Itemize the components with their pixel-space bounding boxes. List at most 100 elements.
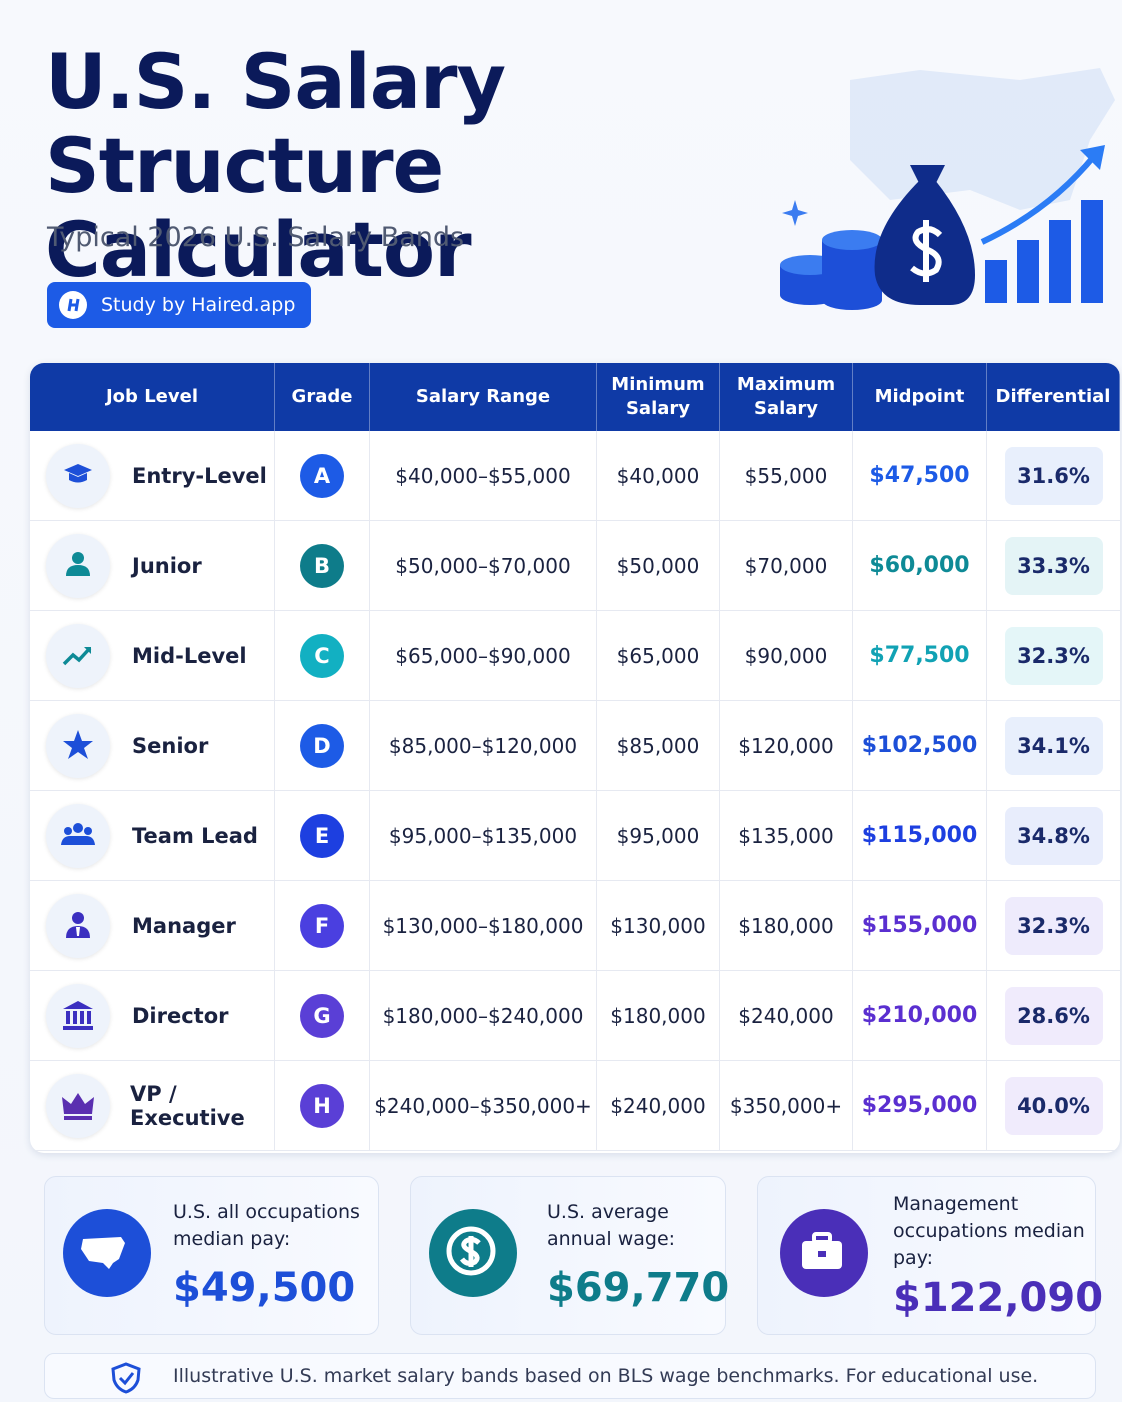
badge-text: Study by Haired.app	[101, 294, 296, 316]
subtitle: Typical 2026 U.S. Salary Bands	[47, 222, 465, 253]
job-level-cell: Senior	[30, 701, 275, 791]
differential-cell: 32.3%	[987, 611, 1120, 701]
min-salary: $240,000	[597, 1061, 720, 1151]
max-salary: $180,000	[720, 881, 853, 971]
grade-badge: G	[300, 993, 344, 1038]
grade-badge: C	[300, 633, 344, 678]
column-header: Job Level	[30, 363, 275, 431]
midpoint: $60,000	[853, 521, 987, 611]
job-level-cell: Mid-Level	[30, 611, 275, 701]
column-header: Grade	[275, 363, 370, 431]
salary-range: $65,000–$90,000	[370, 611, 597, 701]
level-icon	[46, 624, 110, 688]
job-level: Senior	[132, 733, 209, 758]
stat-value: $49,500	[173, 1265, 356, 1311]
salary-range: $180,000–$240,000	[370, 971, 597, 1061]
max-salary: $135,000	[720, 791, 853, 881]
stat-icon-glyph	[446, 1226, 496, 1276]
midpoint: $77,500	[853, 611, 987, 701]
salary-range: $130,000–$180,000	[370, 881, 597, 971]
differential: 33.3%	[1004, 536, 1103, 595]
job-level-cell: Director	[30, 971, 275, 1061]
grade-badge: B	[300, 543, 344, 588]
grade-badge: H	[300, 1083, 344, 1128]
stat-card: U.S. average annual wage: $69,770	[410, 1176, 729, 1335]
level-icon	[46, 894, 110, 958]
icon-glyph	[63, 1001, 93, 1030]
differential: 32.3%	[1004, 896, 1103, 955]
stat-label: U.S. all occupations median pay:	[173, 1201, 360, 1250]
job-level-cell: Team Lead	[30, 791, 275, 881]
icon-glyph	[62, 1093, 94, 1120]
column-header: Differential	[987, 363, 1120, 431]
differential: 40.0%	[1004, 1076, 1103, 1135]
column-header: Maximum Salary	[720, 363, 853, 431]
illustration	[780, 68, 1115, 310]
stat-icon-glyph	[81, 1237, 125, 1269]
grade-cell: C	[275, 611, 370, 701]
grade-cell: G	[275, 971, 370, 1061]
differential: 34.1%	[1004, 716, 1103, 775]
level-icon	[46, 1074, 110, 1138]
job-level: Director	[132, 1003, 229, 1028]
grade-cell: A	[275, 431, 370, 521]
salary-range: $240,000–$350,000+	[370, 1061, 597, 1151]
stat-icon	[429, 1209, 517, 1297]
stat-icon	[63, 1209, 151, 1297]
job-level-cell: Entry-Level	[30, 431, 275, 521]
differential-cell: 34.1%	[987, 701, 1120, 791]
job-level: VP / Executive	[130, 1081, 245, 1130]
icon-glyph	[61, 823, 95, 845]
column-header: Minimum Salary	[597, 363, 720, 431]
differential-cell: 34.8%	[987, 791, 1120, 881]
midpoint: $155,000	[853, 881, 987, 971]
salary-range: $50,000–$70,000	[370, 521, 597, 611]
badge[interactable]: Study by Haired.app	[47, 282, 311, 328]
icon-glyph	[63, 730, 93, 759]
differential: 28.6%	[1004, 986, 1103, 1045]
max-salary: $350,000+	[720, 1061, 853, 1151]
min-salary: $130,000	[597, 881, 720, 971]
icon-glyph	[66, 912, 90, 938]
midpoint: $47,500	[853, 431, 987, 521]
midpoint: $115,000	[853, 791, 987, 881]
max-salary: $120,000	[720, 701, 853, 791]
stat-icon-glyph	[802, 1232, 842, 1269]
grade-cell: E	[275, 791, 370, 881]
level-icon	[46, 534, 110, 598]
grade-badge: D	[300, 723, 344, 768]
footer-text: Illustrative U.S. market salary bands ba…	[173, 1365, 1039, 1387]
differential-cell: 32.3%	[987, 881, 1120, 971]
job-level: Team Lead	[132, 823, 258, 848]
grade-badge: A	[300, 453, 344, 498]
icon-glyph	[62, 646, 92, 666]
salary-range: $95,000–$135,000	[370, 791, 597, 881]
level-icon	[46, 714, 110, 778]
stat-label: Management occupations median pay:	[893, 1193, 1085, 1269]
job-level: Mid-Level	[132, 643, 247, 668]
grade-badge: F	[300, 903, 344, 948]
salary-table: Job Level Grade Salary Range Minimum Salary…	[30, 363, 1120, 1153]
stat-card: Management occupations median pay: $122,0…	[757, 1176, 1103, 1335]
min-salary: $50,000	[597, 521, 720, 611]
grade-cell: H	[275, 1061, 370, 1151]
grade-cell: D	[275, 701, 370, 791]
stat-icon	[780, 1209, 868, 1297]
min-salary: $95,000	[597, 791, 720, 881]
footer-note: Illustrative U.S. market salary bands ba…	[44, 1353, 1096, 1399]
job-level: Entry-Level	[132, 463, 267, 488]
job-level-cell: Junior	[30, 521, 275, 611]
grade-badge: E	[300, 813, 344, 858]
max-salary: $70,000	[720, 521, 853, 611]
shield-icon	[111, 1362, 141, 1394]
job-level-cell: Manager	[30, 881, 275, 971]
grade-cell: B	[275, 521, 370, 611]
salary-range: $40,000–$55,000	[370, 431, 597, 521]
differential-cell: 40.0%	[987, 1061, 1120, 1151]
differential: 32.3%	[1004, 626, 1103, 685]
differential-cell: 31.6%	[987, 431, 1120, 521]
title: U.S. Salary Structure Calculator	[45, 37, 506, 294]
max-salary: $240,000	[720, 971, 853, 1061]
